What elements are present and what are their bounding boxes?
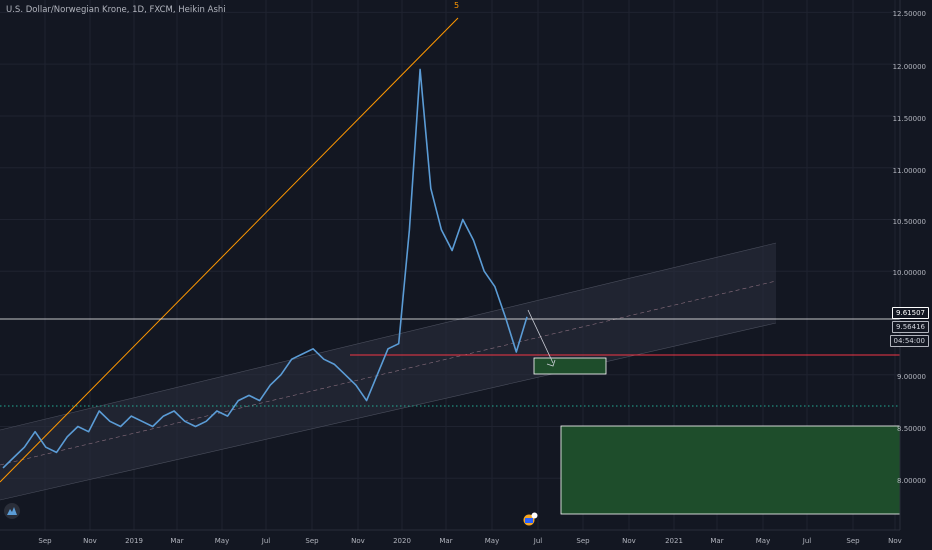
bar-timer-badge: 04:54:00 [889, 335, 929, 347]
y-tick-label: 9.00000 [897, 373, 926, 381]
channel-fill [0, 243, 776, 500]
economic-event-icon[interactable] [520, 512, 538, 526]
x-tick-label: Sep [305, 537, 319, 545]
last-price-badge: 9.56416 [892, 321, 929, 333]
channel-lower-line [0, 322, 777, 501]
x-tick-label: May [755, 537, 771, 545]
x-tick-label: Nov [83, 537, 97, 545]
y-tick-label: 10.00000 [892, 269, 926, 277]
x-tick-label: Mar [710, 537, 724, 545]
x-tick-label: Jul [533, 537, 543, 545]
x-tick-label: Sep [576, 537, 590, 545]
y-tick-label: 11.00000 [892, 167, 926, 175]
y-tick-label: 12.00000 [892, 63, 926, 71]
x-tick-label: Sep [846, 537, 860, 545]
x-tick-label: 2020 [393, 537, 411, 545]
projection-arrow-head [546, 359, 556, 367]
orange-trend-line[interactable] [0, 17, 459, 483]
x-tick-label: May [214, 537, 230, 545]
x-tick-label: Nov [351, 537, 365, 545]
y-tick-label: 8.00000 [897, 477, 926, 485]
y-tick-label: 8.50000 [897, 425, 926, 433]
y-tick-label: 10.50000 [892, 218, 926, 226]
chart-title: U.S. Dollar/Norwegian Krone, 1D, FXCM, H… [6, 5, 226, 15]
x-tick-label: 2019 [125, 537, 143, 545]
x-tick-label: Mar [439, 537, 453, 545]
large-target-box[interactable] [560, 425, 901, 515]
price-badge: 9.61507 [892, 307, 929, 319]
y-tick-label: 11.50000 [892, 115, 926, 123]
tradingview-logo-icon[interactable] [4, 503, 20, 519]
projection-arrow-line [527, 309, 554, 364]
x-tick-label: Jul [261, 537, 271, 545]
channel-upper-line [0, 242, 777, 431]
y-tick-label: 12.50000 [892, 10, 926, 18]
x-tick-label: May [484, 537, 500, 545]
x-tick-label: Nov [888, 537, 902, 545]
x-tick-label: Sep [38, 537, 52, 545]
x-tick-label: Jul [802, 537, 812, 545]
regression-channel[interactable] [0, 242, 777, 501]
wave-label: 5 [454, 1, 460, 10]
small-target-box[interactable] [533, 357, 607, 375]
x-tick-label: Mar [170, 537, 184, 545]
x-tick-label: Nov [622, 537, 636, 545]
x-tick-label: 2021 [665, 537, 683, 545]
price-series-line[interactable] [2, 68, 528, 469]
